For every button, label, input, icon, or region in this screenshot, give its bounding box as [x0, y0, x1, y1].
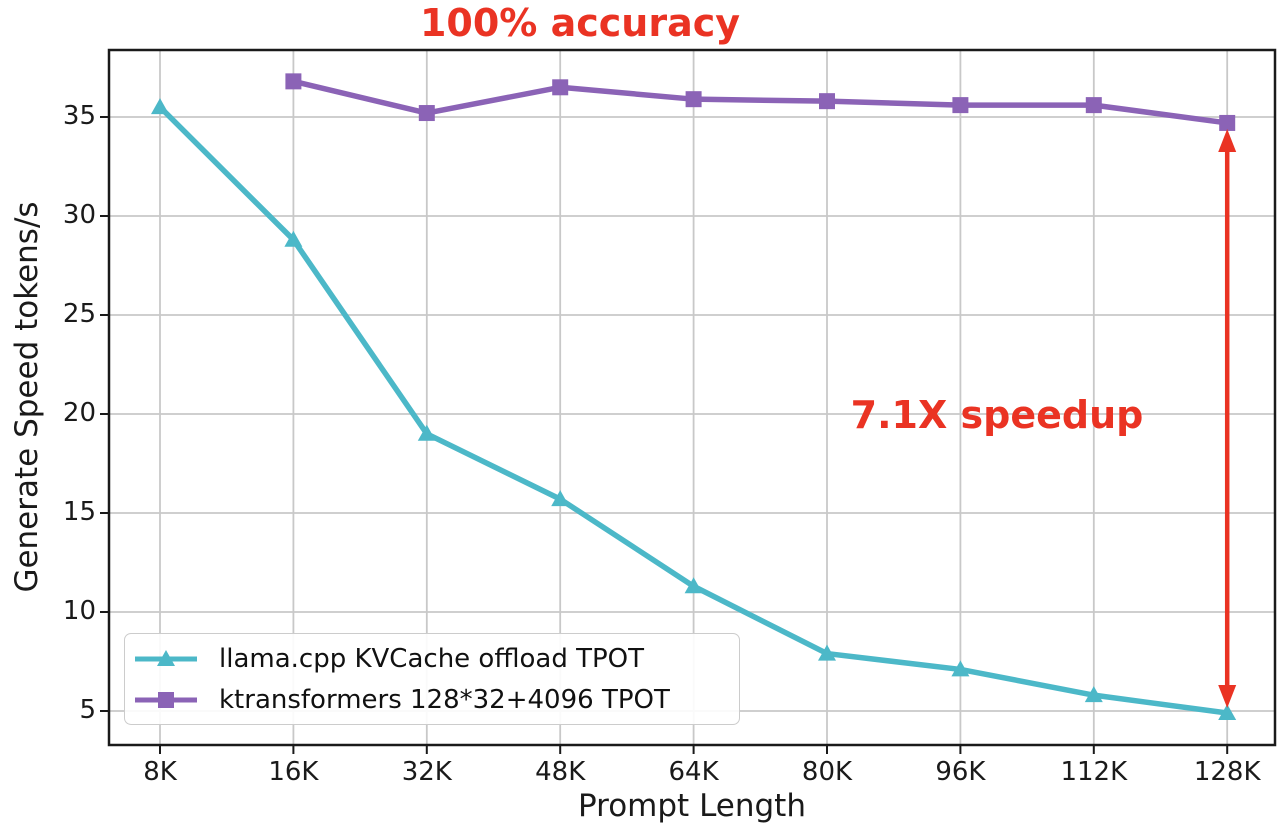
- x-tick-label-8K: 8K: [143, 757, 177, 787]
- triangle-marker-icon: [551, 490, 570, 507]
- legend-item-ktransformers: ktransformers 128*32+4096 TPOT: [133, 684, 729, 716]
- y-tick-label-25: 25: [62, 299, 96, 329]
- axes-frame: [107, 48, 1277, 747]
- triangle-marker-icon: [951, 660, 970, 677]
- y-tick-label-20: 20: [62, 398, 96, 428]
- y-tick-label-10: 10: [62, 596, 96, 626]
- legend: llama.cpp KVCache offload TPOT ktransfor…: [124, 633, 740, 725]
- triangle-marker-icon: [284, 230, 303, 247]
- square-line-marker-icon: [135, 691, 197, 708]
- square-marker-icon: [1219, 114, 1236, 131]
- square-marker-icon: [819, 93, 835, 110]
- x-tick-label-32K: 32K: [401, 757, 452, 787]
- arrowhead-up-icon: [1218, 128, 1237, 152]
- square-marker-icon: [952, 97, 969, 114]
- speedup-arrow: [1218, 128, 1237, 708]
- y-tick-label-5: 5: [79, 695, 96, 725]
- legend-item-llama: llama.cpp KVCache offload TPOT: [133, 643, 729, 675]
- square-marker-icon: [418, 105, 435, 122]
- x-tick-label-48K: 48K: [535, 757, 586, 787]
- x-tick-label-96K: 96K: [935, 757, 986, 787]
- square-marker-icon: [285, 73, 302, 90]
- x-axis-label: Prompt Length: [578, 788, 806, 824]
- y-tick-label-30: 30: [62, 200, 96, 230]
- y-tick-label-35: 35: [62, 101, 96, 131]
- x-tick-label-80K: 80K: [801, 757, 853, 787]
- x-tick-label-16K: 16K: [268, 757, 319, 787]
- series-llama: [151, 98, 1237, 720]
- title-annotation: 100% accuracy: [419, 1, 741, 45]
- square-marker-icon: [685, 91, 702, 108]
- x-tick-label-112K: 112K: [1060, 757, 1128, 787]
- triangle-marker-icon: [1218, 703, 1237, 720]
- square-marker-icon: [1085, 97, 1102, 114]
- triangle-marker-icon: [1084, 686, 1103, 703]
- triangle-marker-icon: [818, 644, 836, 661]
- triangle-line-marker-icon: [135, 649, 197, 666]
- legend-label-llama: llama.cpp KVCache offload TPOT: [219, 643, 644, 674]
- legend-label-ktransformers: ktransformers 128*32+4096 TPOT: [219, 684, 670, 715]
- speedup-annotation: 7.1X speedup: [850, 393, 1144, 437]
- x-tick-label-64K: 64K: [668, 757, 719, 787]
- y-tick-label-15: 15: [62, 497, 96, 527]
- series-ktransformers: [285, 73, 1236, 131]
- triangle-marker-icon: [151, 98, 169, 115]
- gridlines: [109, 50, 1275, 745]
- x-tick-label-128K: 128K: [1193, 757, 1261, 787]
- arrowhead-down-icon: [1218, 684, 1237, 708]
- triangle-marker-icon: [417, 424, 436, 441]
- tick-marks: [100, 116, 1229, 754]
- triangle-marker-icon: [684, 577, 703, 594]
- y-axis-label: Generate Speed tokens/s: [9, 201, 45, 593]
- square-marker-icon: [552, 79, 569, 96]
